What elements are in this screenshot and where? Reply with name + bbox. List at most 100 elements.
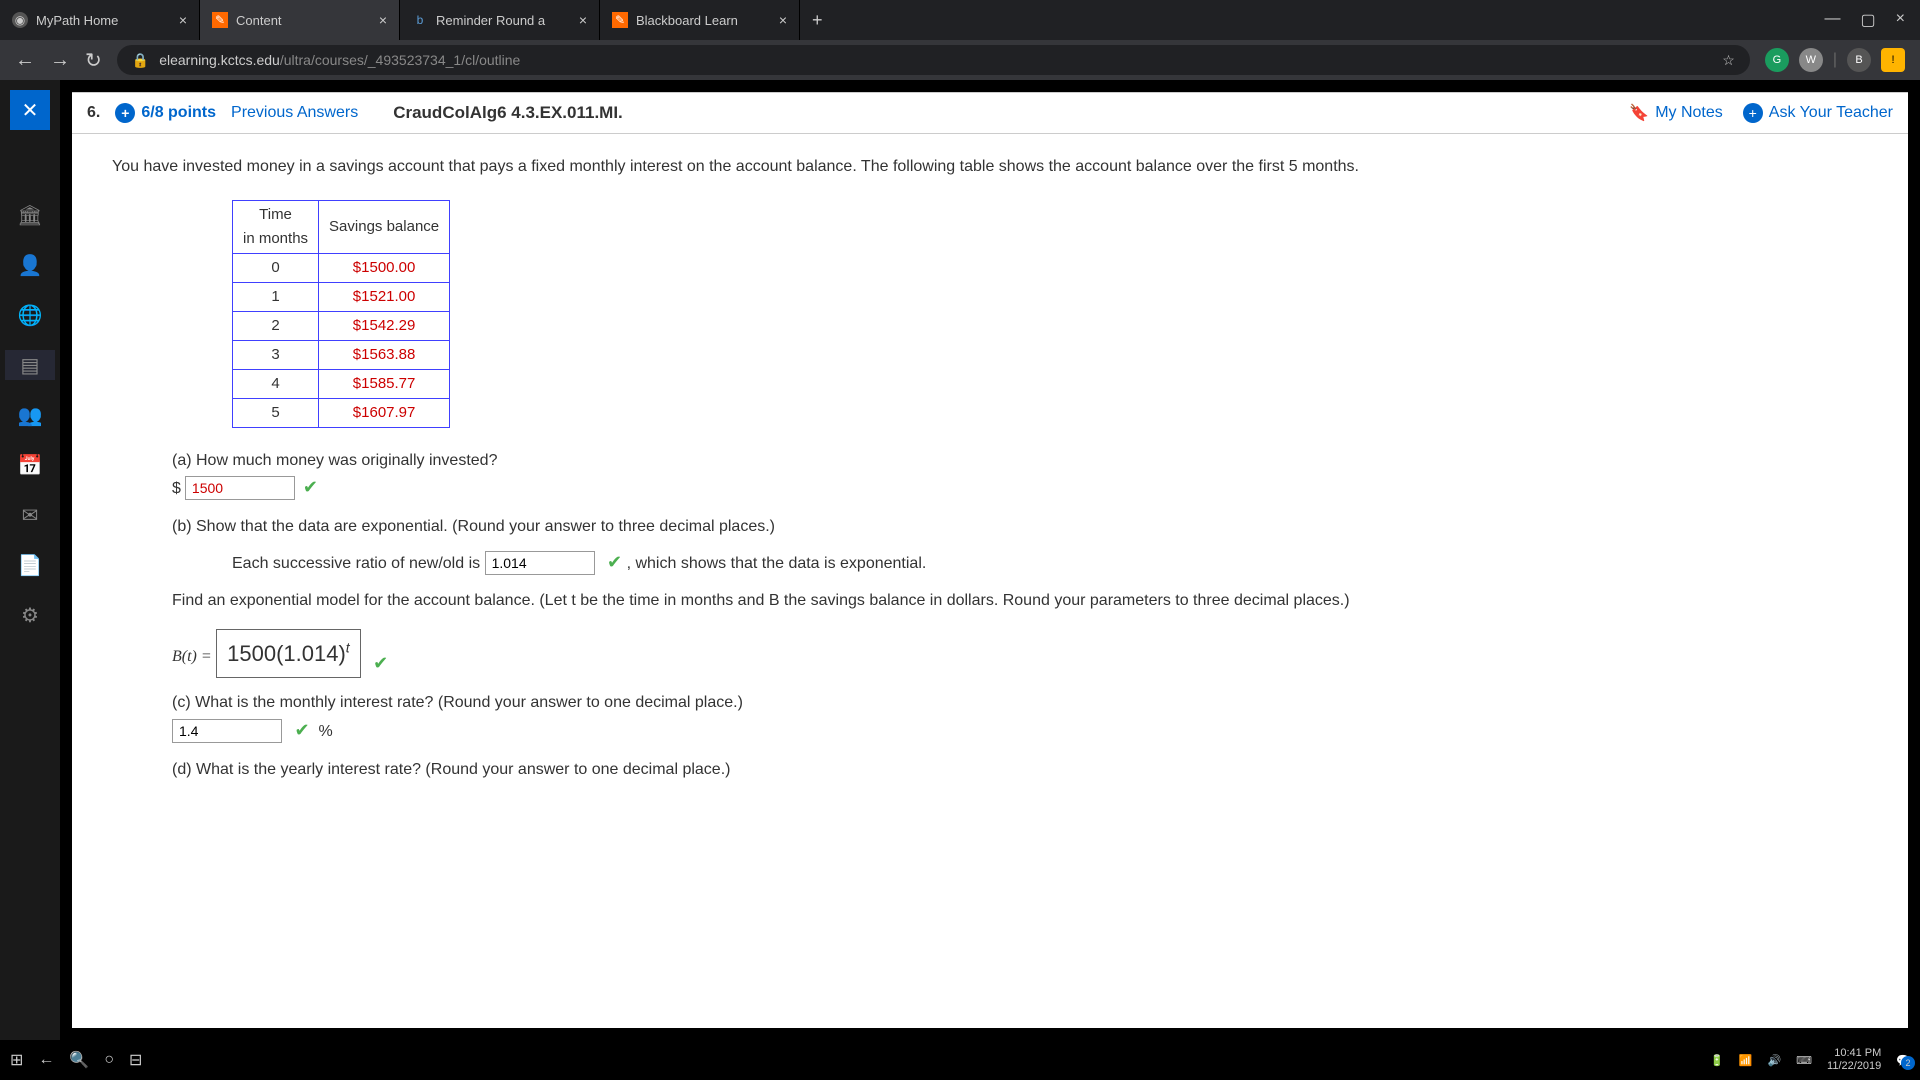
- profile-icon[interactable]: 👤: [15, 250, 45, 280]
- grammarly-icon[interactable]: G: [1765, 48, 1789, 72]
- back-icon[interactable]: ←: [15, 49, 35, 72]
- points-indicator[interactable]: + 6/8 points: [115, 103, 216, 123]
- table-cell: $1585.77: [319, 369, 450, 398]
- close-panel-button[interactable]: ✕: [10, 90, 50, 130]
- plus-circle-icon: +: [1743, 103, 1763, 123]
- left-navigation-rail: ✕ 🏛 👤 🌐 ▤ 👥 📅 ✉ 📄 ⚙: [0, 80, 60, 1040]
- part-question: Find an exponential model for the accoun…: [172, 588, 1868, 614]
- forward-icon[interactable]: →: [50, 49, 70, 72]
- ask-teacher-link[interactable]: + Ask Your Teacher: [1743, 103, 1893, 123]
- table-cell: $1500.00: [319, 253, 450, 282]
- table-header: Savings balance: [319, 200, 450, 253]
- search-icon[interactable]: 🔍: [69, 1050, 89, 1070]
- part-c: (c) What is the monthly interest rate? (…: [172, 690, 1868, 744]
- url-input[interactable]: 🔒 elearning.kctcs.edu/ultra/courses/_493…: [117, 45, 1750, 75]
- window-controls: — ▢ ×: [1825, 10, 1920, 30]
- table-cell: $1563.88: [319, 340, 450, 369]
- question-body: You have invested money in a savings acc…: [72, 134, 1908, 814]
- part-b: (b) Show that the data are exponential. …: [172, 514, 1868, 576]
- tab-title: Content: [236, 13, 282, 28]
- institution-icon[interactable]: 🏛: [15, 200, 45, 230]
- alert-icon[interactable]: !: [1881, 48, 1905, 72]
- question-reference: CraudColAlg6 4.3.EX.011.MI.: [393, 103, 623, 123]
- task-view-icon[interactable]: ⊟: [129, 1050, 142, 1070]
- tab-mypath[interactable]: ◉ MyPath Home ×: [0, 0, 200, 40]
- extensions: G W | B !: [1765, 48, 1905, 72]
- table-cell: 3: [233, 340, 319, 369]
- table-cell: $1542.29: [319, 311, 450, 340]
- close-icon[interactable]: ×: [379, 12, 387, 28]
- browser-tabs-bar: ◉ MyPath Home × ✎ Content × b Reminder R…: [0, 0, 1920, 40]
- check-icon: ✔: [294, 720, 309, 740]
- taskbar-back-icon[interactable]: ←: [38, 1051, 54, 1069]
- inline-text: Each successive ratio of new/old is: [232, 555, 480, 572]
- tab-content[interactable]: ✎ Content ×: [200, 0, 400, 40]
- new-tab-button[interactable]: +: [800, 10, 835, 31]
- previous-answers-link[interactable]: Previous Answers: [231, 104, 358, 122]
- question-number: 6.: [87, 104, 100, 122]
- tab-title: Blackboard Learn: [636, 13, 738, 28]
- url-host: elearning.kctcs.edu: [159, 52, 280, 68]
- reload-icon[interactable]: ↻: [85, 48, 102, 73]
- content-frame: 6. + 6/8 points Previous Answers CraudCo…: [60, 80, 1920, 1040]
- close-window-icon[interactable]: ×: [1896, 10, 1905, 30]
- tab-blackboard[interactable]: ✎ Blackboard Learn ×: [600, 0, 800, 40]
- calendar-icon[interactable]: 📅: [15, 450, 45, 480]
- inline-text: , which shows that the data is exponenti…: [627, 555, 927, 572]
- tab-reminder[interactable]: b Reminder Round a ×: [400, 0, 600, 40]
- part-d: (d) What is the yearly interest rate? (R…: [172, 757, 1868, 783]
- notifications-icon[interactable]: 💬: [1896, 1054, 1910, 1067]
- table-header: Timein months: [233, 200, 319, 253]
- part-question: (d) What is the yearly interest rate? (R…: [172, 757, 1868, 783]
- formula-lhs: B(t) =: [172, 648, 212, 665]
- extension-b-icon[interactable]: B: [1847, 48, 1871, 72]
- formula-answer-box[interactable]: 1500(1.014)t: [216, 629, 361, 678]
- question-header: 6. + 6/8 points Previous Answers CraudCo…: [72, 92, 1908, 134]
- wifi-icon[interactable]: 📶: [1739, 1054, 1753, 1067]
- part-question: (a) How much money was originally invest…: [172, 448, 1868, 474]
- table-cell: 1: [233, 282, 319, 311]
- check-icon: ✔: [303, 477, 318, 497]
- table-cell: 0: [233, 253, 319, 282]
- url-path: /ultra/courses/_493523734_1/cl/outline: [280, 52, 521, 68]
- tab-title: Reminder Round a: [436, 13, 545, 28]
- answer-input-a[interactable]: [185, 476, 295, 500]
- b-icon: b: [412, 12, 428, 28]
- extension-w-icon[interactable]: W: [1799, 48, 1823, 72]
- close-icon[interactable]: ×: [179, 12, 187, 28]
- minimize-icon[interactable]: —: [1825, 10, 1841, 30]
- unit-label: %: [318, 723, 332, 740]
- activity-icon[interactable]: 🌐: [15, 300, 45, 330]
- cortana-icon[interactable]: ○: [104, 1051, 114, 1069]
- system-clock[interactable]: 10:41 PM 11/22/2019: [1827, 1047, 1881, 1073]
- star-icon[interactable]: ☆: [1722, 52, 1735, 69]
- courses-icon[interactable]: ▤: [5, 350, 55, 380]
- volume-icon[interactable]: 🔊: [1767, 1054, 1781, 1067]
- groups-icon[interactable]: 👥: [15, 400, 45, 430]
- plus-circle-icon: +: [115, 103, 135, 123]
- grades-icon[interactable]: 📄: [15, 550, 45, 580]
- check-icon: ✔: [607, 552, 622, 572]
- battery-icon[interactable]: 🔋: [1710, 1054, 1724, 1067]
- maximize-icon[interactable]: ▢: [1861, 10, 1876, 30]
- keyboard-icon[interactable]: ⌨: [1796, 1054, 1812, 1067]
- address-bar: ← → ↻ 🔒 elearning.kctcs.edu/ultra/course…: [0, 40, 1920, 80]
- answer-input-c[interactable]: [172, 719, 282, 743]
- answer-input-b[interactable]: [485, 551, 595, 575]
- close-icon[interactable]: ×: [579, 12, 587, 28]
- table-cell: $1607.97: [319, 398, 450, 427]
- check-icon: ✔: [373, 653, 388, 673]
- table-cell: $1521.00: [319, 282, 450, 311]
- messages-icon[interactable]: ✉: [15, 500, 45, 530]
- tools-icon[interactable]: ⚙: [15, 600, 45, 630]
- question-intro: You have invested money in a savings acc…: [112, 154, 1868, 180]
- part-b-model: Find an exponential model for the accoun…: [172, 588, 1868, 678]
- my-notes-link[interactable]: 🔖 My Notes: [1629, 103, 1723, 123]
- close-icon[interactable]: ×: [779, 12, 787, 28]
- blackboard-icon: ✎: [612, 12, 628, 28]
- currency-symbol: $: [172, 480, 181, 497]
- start-button[interactable]: ⊞: [10, 1050, 23, 1070]
- lock-icon: 🔒: [132, 52, 149, 69]
- part-a: (a) How much money was originally invest…: [172, 448, 1868, 502]
- part-question: (b) Show that the data are exponential. …: [172, 514, 1868, 540]
